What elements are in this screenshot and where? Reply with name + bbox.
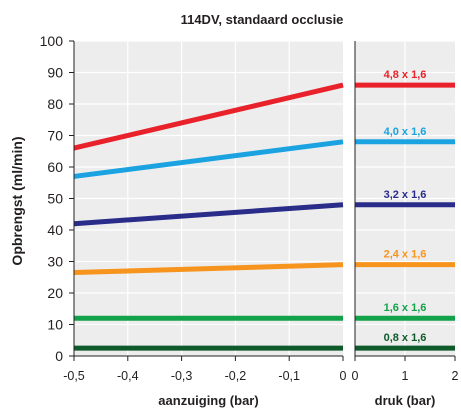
y-axis-label: Opbrengst (ml/min) [9, 136, 25, 265]
x-tick-label: 0 [340, 369, 347, 383]
series-line-2-4-x-1-6 [73, 262, 344, 276]
y-tick-label: 50 [47, 191, 63, 207]
x-tick-label: 2 [452, 369, 459, 383]
x-tick-label: -0,1 [278, 369, 300, 383]
y-tick-label: 60 [47, 159, 63, 175]
x-tick-label: -0,4 [117, 369, 139, 383]
y-tick-label: 0 [55, 348, 63, 364]
series-line-4-0-x-1-6 [73, 139, 344, 179]
y-tick-label: 40 [47, 222, 63, 238]
series-label-0-8-x-1-6: 0,8 x 1,6 [384, 332, 427, 344]
panel-2: 0 1 2 druk (bar) 4,8 x 1,6 4,0 x 1,6 3,2 x 1,6… [352, 40, 459, 408]
x-tick-label: 0 [352, 369, 359, 383]
y-tick-label: 80 [47, 96, 63, 112]
chart-title: 114DV, standaard occlusie [181, 12, 344, 27]
y-tick-label: 30 [47, 254, 63, 270]
x-tick-label: 1 [402, 369, 409, 383]
series-label-2-4-x-1-6: 2,4 x 1,6 [384, 249, 427, 261]
series-label-1-6-x-1-6: 1,6 x 1,6 [384, 302, 427, 314]
y-tick-label: 100 [40, 33, 64, 49]
y-tick-label: 10 [47, 317, 63, 333]
y-tick-label: 70 [47, 128, 63, 144]
x-axis-label: aanzuiging (bar) [158, 393, 258, 408]
series-line-4-8-x-1-6 [73, 82, 344, 151]
x-tick-label: -0,3 [171, 369, 193, 383]
y-tick-label: 90 [47, 65, 63, 81]
y-tick-label: 20 [47, 285, 63, 301]
series-label-4-8-x-1-6: 4,8 x 1,6 [384, 69, 427, 81]
series-line-3-2-x-1-6 [73, 202, 344, 227]
x-axis-label: druk (bar) [375, 393, 436, 408]
x-tick-label: -0,5 [63, 369, 85, 383]
series-label-3-2-x-1-6: 3,2 x 1,6 [384, 189, 427, 201]
panel-1: 0 10 20 30 40 50 60 70 80 90 100 -0,5 -0,4 -0,3 -0,2 -0… [40, 33, 347, 408]
series-label-4-0-x-1-6: 4,0 x 1,6 [384, 126, 427, 138]
x-tick-label: -0,2 [225, 369, 247, 383]
